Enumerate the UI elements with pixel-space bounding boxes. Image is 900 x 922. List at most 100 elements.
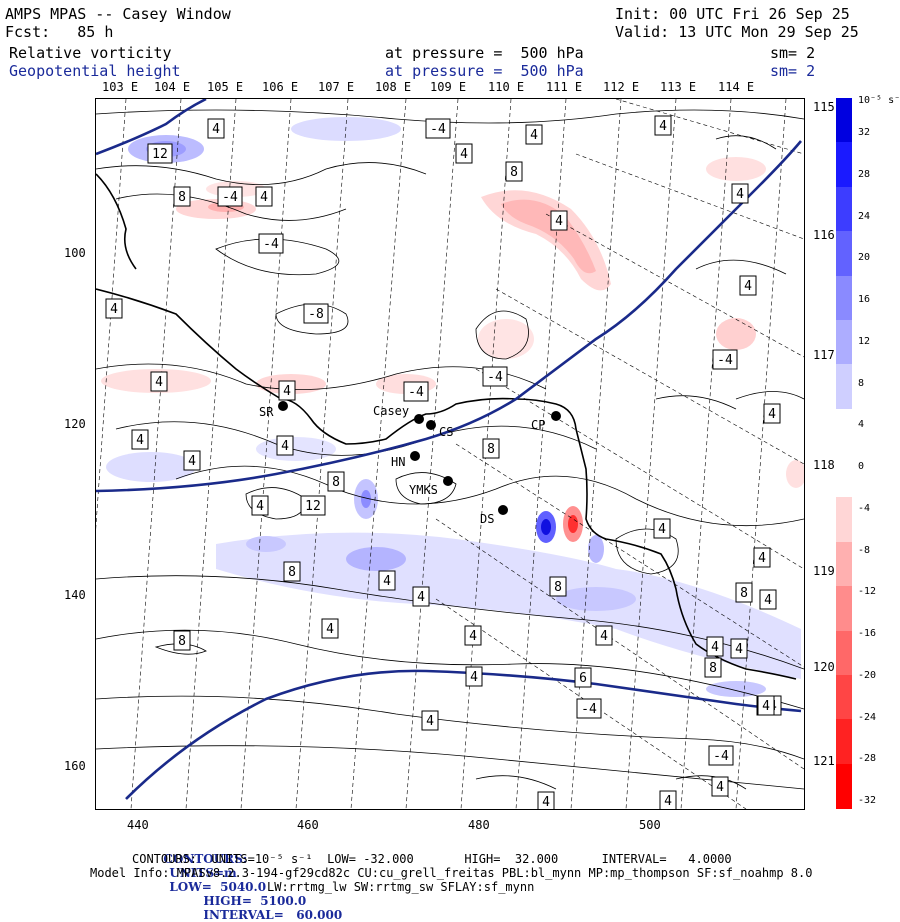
contour-value-label: 12 xyxy=(147,143,173,164)
plot-title: AMPS MPAS -- Casey Window xyxy=(5,5,231,23)
contour-value-label: 12 xyxy=(300,495,326,516)
colorbar-swatch xyxy=(836,364,852,410)
contour-value-label: 8 xyxy=(173,630,191,651)
contour-value-label: 8 xyxy=(549,576,567,597)
lon-label: 109 E xyxy=(430,80,467,94)
lon-label: 108 E xyxy=(375,80,412,94)
svg-text:12: 12 xyxy=(152,147,168,162)
contour-value-label: 4 xyxy=(105,298,123,319)
svg-text:4: 4 xyxy=(768,407,776,422)
station-markers xyxy=(278,401,561,515)
station-label-ymks: YMKS xyxy=(409,483,438,497)
map-svg: SR Casey CS HN YMKS DS CP 12 4 8 -4 4 -4 4 -8 -4… xyxy=(75,97,806,812)
colorbar-label: -4 xyxy=(858,502,871,514)
contour-value-label: 4 xyxy=(731,183,749,204)
field1-level: at pressure = 500 hPa xyxy=(385,44,584,62)
svg-text:4: 4 xyxy=(212,122,220,137)
contour-value-label: -4 xyxy=(708,745,734,766)
svg-text:8: 8 xyxy=(554,580,562,595)
contour-value-label: 8 xyxy=(327,471,345,492)
contour-value-label: 8 xyxy=(173,186,191,207)
svg-text:4: 4 xyxy=(542,795,550,809)
svg-text:4: 4 xyxy=(764,593,772,608)
station-label-casey: Casey xyxy=(373,404,409,418)
footer-high: HIGH= 5100.0 xyxy=(203,894,307,908)
svg-text:8: 8 xyxy=(288,565,296,580)
contour-value-label: 4 xyxy=(757,695,775,716)
station-dot-hn xyxy=(410,451,420,461)
contour-value-label: -8 xyxy=(303,303,329,324)
svg-text:4: 4 xyxy=(530,128,538,143)
coastline xyxy=(95,173,797,680)
field1-name: Relative vorticity xyxy=(9,44,172,62)
svg-text:4: 4 xyxy=(426,714,434,729)
contour-value-label: 6 xyxy=(574,667,592,688)
field2-smoothing: sm= 2 xyxy=(770,62,816,80)
station-dot-cp xyxy=(551,411,561,421)
svg-text:-8: -8 xyxy=(308,307,324,322)
svg-text:4: 4 xyxy=(283,384,291,399)
colorbar-label: -12 xyxy=(858,586,877,598)
svg-text:4: 4 xyxy=(383,574,391,589)
contour-value-label: 4 xyxy=(251,495,269,516)
valid-time: Valid: 13 UTC Mon 29 Sep 25 xyxy=(615,23,859,41)
colorbar-label: 24 xyxy=(858,210,871,222)
svg-text:4: 4 xyxy=(736,187,744,202)
contour-value-label: 4 xyxy=(537,791,555,812)
lon-label: 107 E xyxy=(318,80,355,94)
contour-value-label: -4 xyxy=(403,381,429,402)
svg-text:4: 4 xyxy=(664,794,672,809)
colorbar-label: -16 xyxy=(858,628,877,640)
field1-smoothing: sm= 2 xyxy=(770,44,816,62)
svg-text:8: 8 xyxy=(709,661,717,676)
contour-value-label: 4 xyxy=(412,586,430,607)
station-label-hn: HN xyxy=(391,455,405,469)
contour-value-label: -4 xyxy=(258,233,284,254)
svg-text:4: 4 xyxy=(470,670,478,685)
svg-text:4: 4 xyxy=(110,302,118,317)
svg-text:-4: -4 xyxy=(717,353,733,368)
contour-value-label: 8 xyxy=(704,657,722,678)
station-dot-cs xyxy=(426,420,436,430)
contour-value-label: 4 xyxy=(378,570,396,591)
colorbar xyxy=(836,98,852,809)
svg-text:4: 4 xyxy=(417,590,425,605)
contour-value-label: 4 xyxy=(654,115,672,136)
y-tick-label: 140 xyxy=(64,588,86,602)
svg-text:8: 8 xyxy=(740,586,748,601)
contour-value-label: 4 xyxy=(595,625,613,646)
contour-value-label: 4 xyxy=(711,776,729,797)
colorbar-swatch xyxy=(836,763,852,809)
contour-value-label: 4 xyxy=(550,210,568,231)
colorbar-swatch xyxy=(836,142,852,188)
contour-value-label: 8 xyxy=(482,438,500,459)
svg-text:8: 8 xyxy=(178,634,186,649)
svg-text:4: 4 xyxy=(600,629,608,644)
svg-text:4: 4 xyxy=(711,640,719,655)
contour-value-label: 8 xyxy=(283,561,301,582)
svg-text:8: 8 xyxy=(332,475,340,490)
svg-text:4: 4 xyxy=(716,780,724,795)
contour-label-layer: 12 4 8 -4 4 -4 4 -8 -4 4 4 8 4 4 4 4 -4 4 -4 -4 4 4 4 4 8 4 8 4 12 8 4… xyxy=(105,115,782,812)
field2-name: Geopotential height xyxy=(9,62,181,80)
colorbar-label: -28 xyxy=(858,753,877,765)
svg-text:4: 4 xyxy=(326,622,334,637)
x-tick-label: 460 xyxy=(297,818,319,832)
contour-value-label: 4 xyxy=(421,710,439,731)
lon-label: 114 E xyxy=(718,80,755,94)
contour-value-label: -4 xyxy=(217,186,243,207)
colorbar-label: 28 xyxy=(858,168,871,180)
contour-value-label: 4 xyxy=(255,186,273,207)
station-dot-casey xyxy=(414,414,424,424)
contour-value-label: -4 xyxy=(482,366,508,387)
contour-value-label: 4 xyxy=(150,371,168,392)
contour-value-label: 4 xyxy=(653,518,671,539)
footer-model-info-cont: LW:rrtmg_lw SW:rrtmg_sw SFLAY:sf_mynn xyxy=(267,880,535,894)
footer-contours-label: CONTOURS: xyxy=(163,852,248,866)
svg-text:4: 4 xyxy=(658,522,666,537)
contour-value-label: 4 xyxy=(763,403,781,424)
contour-value-label: 4 xyxy=(730,638,748,659)
contour-value-label: 4 xyxy=(465,666,483,687)
y-tick-label: 160 xyxy=(64,759,86,773)
contour-value-label: 4 xyxy=(207,118,225,139)
